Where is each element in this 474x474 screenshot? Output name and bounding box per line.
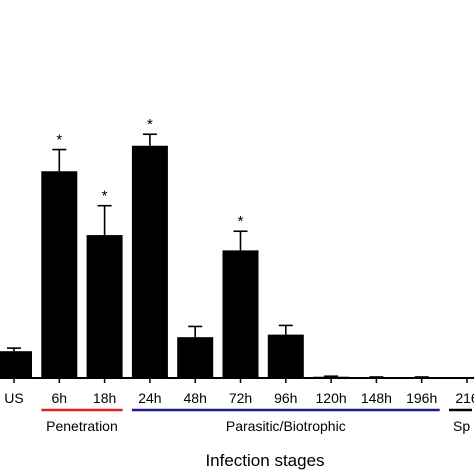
tick-label-72h: 72h	[229, 390, 252, 406]
significance-6h: *	[56, 132, 62, 149]
bar-96h	[267, 334, 304, 378]
x-ticks: US 6h 18h 24h 48h 72h 96h 120h 148h 196h 216	[4, 378, 474, 406]
significance-18h: *	[102, 188, 108, 205]
bar-72h	[222, 250, 259, 378]
x-axis-title: Infection stages	[205, 451, 324, 470]
tick-label-216: 216	[455, 390, 474, 406]
bar-6h	[41, 171, 78, 378]
bar-48h	[177, 337, 214, 378]
stage-label-2: Sp	[453, 418, 470, 434]
tick-label-96h: 96h	[274, 390, 297, 406]
bar-US	[0, 351, 32, 378]
stage-label-1: Parasitic/Biotrophic	[226, 418, 346, 434]
tick-label-48h: 48h	[184, 390, 207, 406]
significance-24h: *	[147, 116, 153, 133]
stage-brackets: Penetration Parasitic/Biotrophic Sp	[41, 408, 472, 434]
bar-18h	[86, 235, 123, 378]
tick-label-6h: 6h	[52, 390, 68, 406]
tick-label-US: US	[4, 390, 23, 406]
tick-label-18h: 18h	[93, 390, 116, 406]
tick-label-196h: 196h	[406, 390, 437, 406]
tick-label-120h: 120h	[316, 390, 347, 406]
tick-label-148h: 148h	[361, 390, 392, 406]
bars: * * * *	[0, 116, 440, 378]
stage-label-0: Penetration	[46, 418, 118, 434]
bar-24h	[131, 145, 168, 378]
significance-72h: *	[238, 213, 244, 230]
tick-label-24h: 24h	[138, 390, 161, 406]
